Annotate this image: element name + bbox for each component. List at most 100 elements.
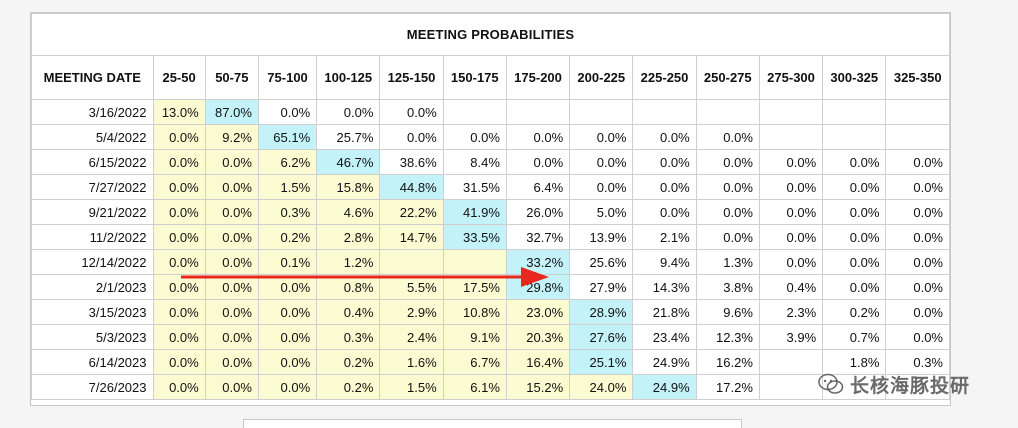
probability-cell: 0.0% — [204, 349, 259, 375]
probability-cell: 12.3% — [695, 324, 760, 350]
table-row: 3/16/2022 13.0% 87.0% 0.0% 0.0% 0.0% — [31, 99, 950, 125]
probability-cell — [885, 99, 950, 125]
probability-cell — [632, 99, 697, 125]
probability-cell: 29.8% — [505, 274, 571, 300]
probability-cell: 0.0% — [204, 149, 259, 175]
probability-cell — [885, 124, 950, 150]
probability-cell: 0.0% — [822, 274, 887, 300]
probability-cell: 3.9% — [758, 324, 824, 350]
probability-cell: 2.1% — [632, 224, 697, 250]
watermark-text: 长核海豚投研 — [850, 375, 971, 397]
probability-cell — [822, 99, 887, 125]
probability-cell: 8.4% — [442, 149, 507, 175]
meeting-date-cell: 11/2/2022 — [31, 224, 154, 250]
probability-cell: 41.9% — [442, 199, 507, 225]
probability-cell — [695, 99, 760, 125]
probability-cell: 17.5% — [442, 274, 507, 300]
probabilities-table: MEETING PROBABILITIES MEETING DATE 25-50 5… — [31, 13, 950, 400]
probability-cell: 14.3% — [632, 274, 697, 300]
table-row: 2/1/2023 0.0% 0.0% 0.0% 0.8% 5.5% 17.5% 29.8% 27… — [31, 274, 950, 300]
probability-cell: 15.2% — [505, 374, 571, 400]
probability-cell: 0.0% — [204, 324, 259, 350]
probability-cell: 9.1% — [442, 324, 507, 350]
probability-cell: 0.0% — [822, 149, 887, 175]
probability-cell: 0.0% — [758, 224, 824, 250]
table-row: 5/4/2022 0.0% 9.2% 65.1% 25.7% 0.0% 0.0% 0.0% 0.… — [31, 124, 950, 150]
probability-cell: 33.2% — [505, 249, 571, 275]
probability-cell: 0.0% — [885, 274, 950, 300]
probability-cell: 23.0% — [505, 299, 571, 325]
probability-cell: 25.6% — [569, 249, 634, 275]
probability-cell: 24.0% — [569, 374, 634, 400]
probability-cell: 24.9% — [632, 349, 697, 375]
probability-cell: 0.0% — [204, 224, 259, 250]
table-row: 6/14/2023 0.0% 0.0% 0.0% 0.2% 1.6% 6.7% 16.4% 25… — [31, 349, 950, 375]
probability-cell: 0.7% — [822, 324, 887, 350]
probability-cell: 0.0% — [632, 199, 697, 225]
probability-cell: 4.6% — [316, 199, 381, 225]
probability-cell: 1.8% — [822, 349, 887, 375]
probability-cell: 6.2% — [257, 149, 318, 175]
table-row: 5/3/2023 0.0% 0.0% 0.0% 0.3% 2.4% 9.1% 20.3% 27.… — [31, 324, 950, 350]
probability-cell: 9.2% — [204, 124, 259, 150]
probability-cell: 0.0% — [316, 99, 381, 125]
column-header-25-50: 25-50 — [152, 55, 206, 100]
probability-cell: 0.0% — [695, 149, 760, 175]
probability-cell: 0.0% — [152, 149, 206, 175]
probability-cell: 0.0% — [257, 299, 318, 325]
table-title: MEETING PROBABILITIES — [31, 13, 950, 56]
probability-cell: 27.9% — [569, 274, 634, 300]
probability-cell: 16.2% — [695, 349, 760, 375]
column-header-50-75: 50-75 — [204, 55, 259, 100]
column-header-125-150: 125-150 — [379, 55, 444, 100]
probability-cell: 0.0% — [632, 174, 697, 200]
probability-cell: 2.9% — [379, 299, 444, 325]
probability-cell — [758, 99, 824, 125]
probability-cell: 28.9% — [569, 299, 634, 325]
meeting-date-cell: 6/15/2022 — [31, 149, 154, 175]
probability-cell: 6.7% — [442, 349, 507, 375]
probability-cell: 0.0% — [204, 199, 259, 225]
meeting-date-cell: 5/3/2023 — [31, 324, 154, 350]
column-header-325-350: 325-350 — [885, 55, 950, 100]
probability-cell: 2.3% — [758, 299, 824, 325]
probability-cell — [885, 374, 950, 400]
probability-cell: 3.8% — [695, 274, 760, 300]
probability-cell: 2.4% — [379, 324, 444, 350]
probability-cell: 6.1% — [442, 374, 507, 400]
meeting-date-cell: 9/21/2022 — [31, 199, 154, 225]
meeting-date-cell: 6/14/2023 — [31, 349, 154, 375]
probability-cell: 38.6% — [379, 149, 444, 175]
probability-cell: 0.0% — [632, 149, 697, 175]
probability-cell: 9.6% — [695, 299, 760, 325]
probability-cell — [442, 99, 507, 125]
probability-cell: 0.0% — [257, 349, 318, 375]
probability-cell: 0.0% — [885, 199, 950, 225]
probability-cell: 0.0% — [632, 124, 697, 150]
probability-cell: 0.0% — [152, 224, 206, 250]
column-header-175-200: 175-200 — [505, 55, 571, 100]
table-row: 3/15/2023 0.0% 0.0% 0.0% 0.4% 2.9% 10.8% 23.0% 2… — [31, 299, 950, 325]
probability-cell: 9.4% — [632, 249, 697, 275]
column-header-275-300: 275-300 — [758, 55, 824, 100]
probability-cell: 33.5% — [442, 224, 507, 250]
probability-cell: 0.0% — [569, 124, 634, 150]
probability-cell: 0.0% — [204, 274, 259, 300]
header-row: MEETING DATE 25-50 50-75 75-100 100-125 125-1… — [31, 55, 950, 100]
table-row: 11/2/2022 0.0% 0.0% 0.2% 2.8% 14.7% 33.5% 32.7%… — [31, 224, 950, 250]
probability-cell: 0.0% — [152, 274, 206, 300]
probability-cell: 0.0% — [257, 274, 318, 300]
probability-cell: 0.3% — [257, 199, 318, 225]
probability-cell: 25.7% — [316, 124, 381, 150]
probability-cell: 0.0% — [152, 174, 206, 200]
probability-cell: 23.4% — [632, 324, 697, 350]
column-header-meeting-date: MEETING DATE — [31, 55, 154, 100]
wechat-icon — [818, 373, 844, 394]
probability-cell: 26.0% — [505, 199, 571, 225]
probability-cell: 0.0% — [379, 99, 444, 125]
probability-cell: 0.0% — [257, 99, 318, 125]
probability-cell: 0.2% — [316, 374, 381, 400]
probability-cell: 0.0% — [885, 149, 950, 175]
probability-cell: 0.0% — [569, 174, 634, 200]
probability-cell: 32.7% — [505, 224, 571, 250]
